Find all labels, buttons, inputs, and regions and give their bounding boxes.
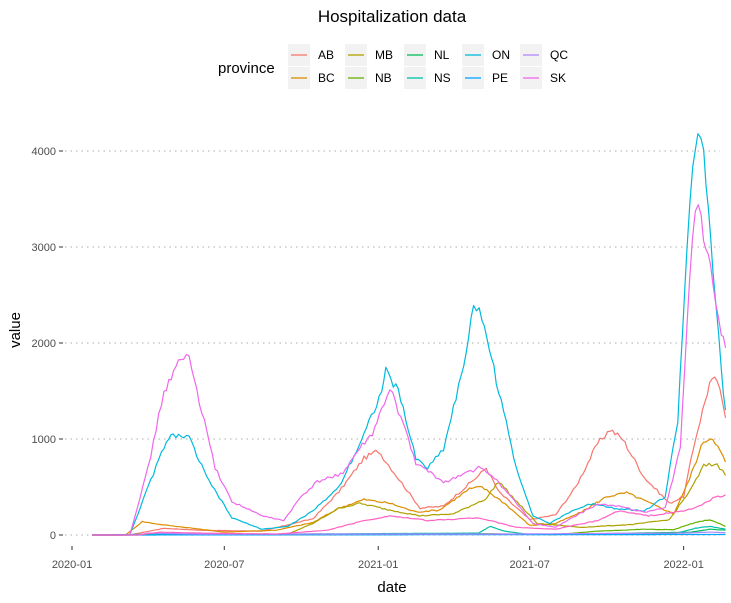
series-line-qc <box>92 531 726 536</box>
legend-label-ns: NS <box>434 71 451 85</box>
legend-label-bc: BC <box>318 71 335 85</box>
legend-label-ab: AB <box>318 48 334 62</box>
series-line-pe <box>92 533 726 536</box>
series-line-mb <box>92 462 727 536</box>
y-tick-label: 1000 <box>32 434 56 446</box>
y-axis-ticks: 0 1000 2000 3000 4000 <box>32 146 63 542</box>
y-tick-label: 4000 <box>32 146 56 158</box>
legend-label-mb: MB <box>375 48 393 62</box>
x-tick-label: 2022-01 <box>663 559 703 571</box>
series-line-on <box>92 133 727 536</box>
x-axis-title: date <box>377 579 406 596</box>
y-tick-label: 0 <box>50 530 56 542</box>
x-tick-label: 2020-07 <box>204 559 244 571</box>
x-tick-label: 2021-01 <box>358 559 398 571</box>
x-tick-label: 2021-07 <box>509 559 549 571</box>
series-line-ab <box>92 376 727 536</box>
legend-title: province <box>218 60 275 77</box>
x-tick-label: 2020-01 <box>52 559 92 571</box>
x-axis-ticks: 2020-01 2020-07 2021-01 2021-07 2022-01 <box>52 546 704 571</box>
y-tick-label: 2000 <box>32 338 56 350</box>
legend-label-pe: PE <box>492 71 508 85</box>
legend-label-qc: QC <box>550 48 568 62</box>
chart-title: Hospitalization data <box>318 7 467 26</box>
legend-label-on: ON <box>492 48 510 62</box>
series-line-sk-secondary <box>92 494 726 536</box>
y-tick-label: 3000 <box>32 242 56 254</box>
series-lines <box>92 133 727 536</box>
gridlines <box>65 150 720 536</box>
legend-label-nl: NL <box>434 48 450 62</box>
series-line-bc <box>92 438 727 536</box>
y-axis-title: value <box>7 312 24 348</box>
legend-label-nb: NB <box>375 71 392 85</box>
legend-label-sk: SK <box>550 71 566 85</box>
series-line-sk <box>92 204 727 536</box>
legend: province AB BC MB NB NL NS ON PE QC SK <box>218 44 568 89</box>
